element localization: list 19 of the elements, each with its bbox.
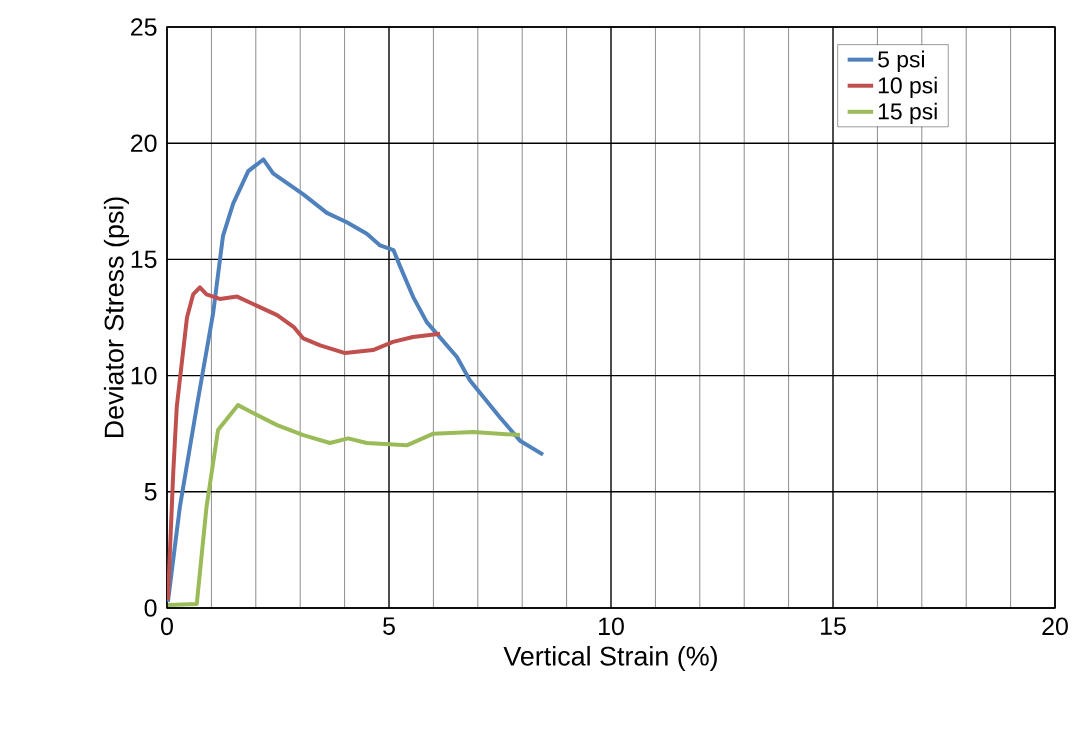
line-series [167, 157, 546, 604]
x-tick-label: 0 [161, 617, 173, 636]
x-tick-label: 5 [383, 617, 395, 635]
legend-label: 5 psi [878, 50, 924, 72]
x-axis-title: Vertical Strain (%) [503, 645, 717, 672]
y-tick-label: 25 [131, 18, 157, 36]
legend-label: 15 psi [878, 102, 937, 125]
line-series [167, 403, 522, 607]
y-tick-label: 0 [144, 599, 157, 617]
line-series [167, 285, 443, 603]
x-tick-label: 10 [599, 617, 624, 636]
y-axis-title: Deviator Stress (psi) [103, 197, 129, 438]
y-tick-label: 10 [131, 366, 157, 385]
y-tick-label: 5 [144, 483, 157, 501]
y-tick-label: 20 [131, 134, 157, 153]
legend-label: 10 psi [878, 76, 937, 99]
x-tick-label: 15 [821, 617, 846, 635]
y-tick-label: 15 [131, 250, 157, 269]
x-tick-label: 20 [1042, 617, 1068, 636]
